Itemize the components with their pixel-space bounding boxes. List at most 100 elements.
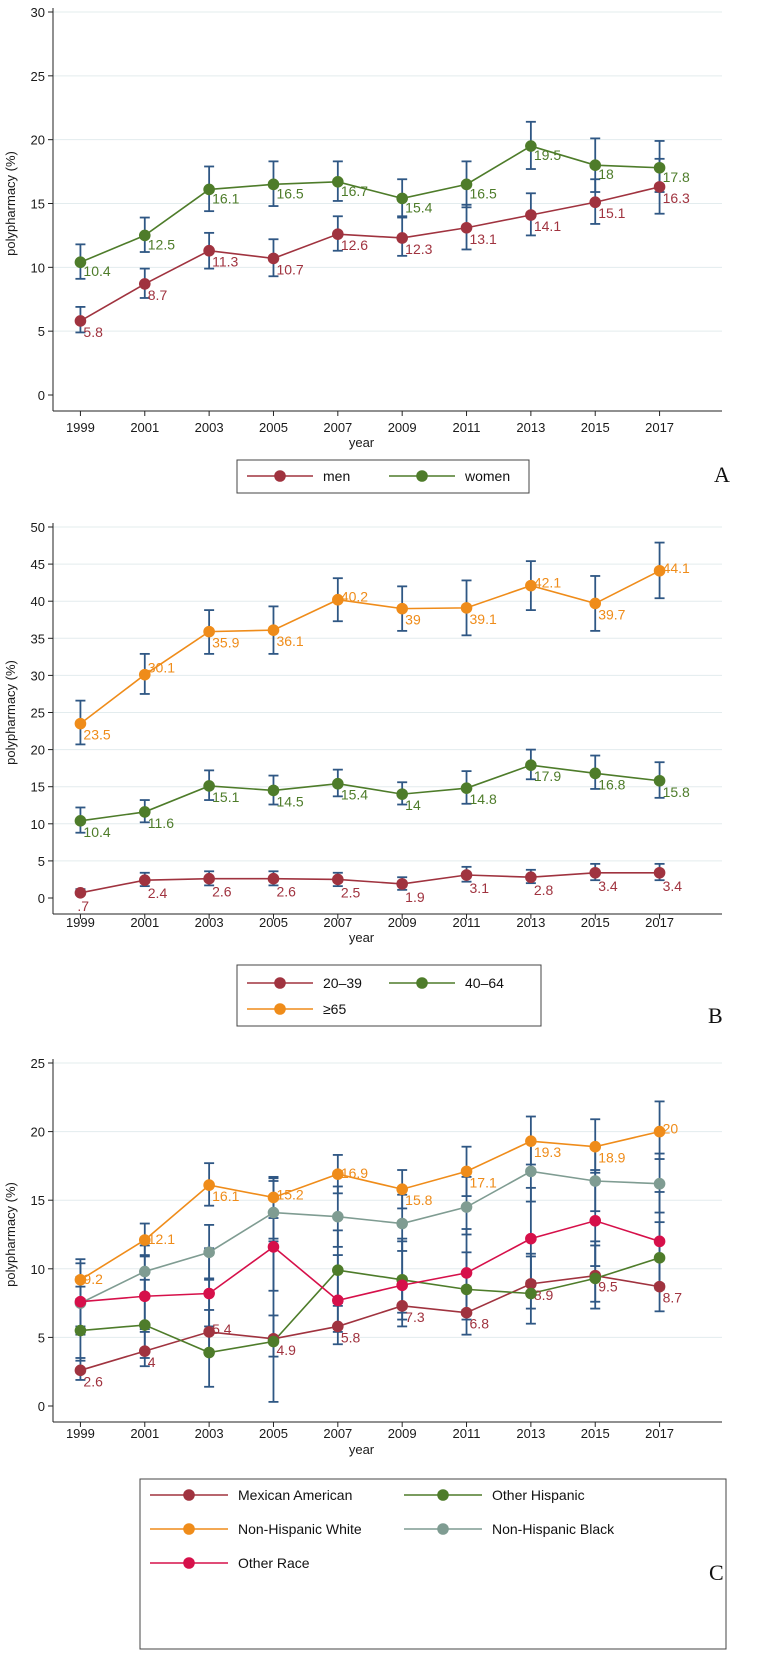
panel-a-women-data-label: 16.5 [470, 185, 497, 201]
panel-a-x-axis-title: year [349, 435, 375, 450]
panel-c-legend-non-hispanic-white-label: Non-Hispanic White [238, 1521, 362, 1537]
panel-b-40-64-data-label: 14.8 [470, 791, 497, 807]
panel-b-y-axis-title: polypharmacy (%) [3, 660, 18, 765]
panel-c-non-hispanic-black-point [138, 1265, 151, 1278]
panel-c-chart: 0 5 10 15 20 25 1999 2001 2003 2005 2007 2009 2011 20… [3, 1056, 727, 1650]
panel-b-65-data-label: 23.5 [83, 727, 110, 743]
panel-a-men-point [138, 278, 151, 290]
panel-a-x-tick-label: 2001 [130, 420, 159, 435]
panel-b-y-tick-label: 20 [31, 743, 45, 758]
panel-a-y-tick-label: 0 [38, 388, 45, 403]
panel-c-non-hispanic-white-data-label: 19.3 [534, 1144, 561, 1160]
panel-c-non-hispanic-white-point [74, 1273, 87, 1286]
panel-c-non-hispanic-black-point [396, 1217, 408, 1230]
panel-c-other-hispanic-point [203, 1346, 215, 1359]
panel-a-men-data-label: 12.6 [341, 237, 368, 253]
panel-b-x-tick-label: 2011 [453, 915, 481, 930]
panel-a-women-point [267, 178, 280, 191]
panel-b-legend-65-marker [274, 1003, 286, 1015]
panel-b-y-tick-label: 30 [31, 668, 45, 683]
panel-b-x-tick-label: 2007 [323, 915, 352, 930]
panel-c-x-axis-title: year [349, 1442, 375, 1457]
panel-c-legend-box [139, 1478, 727, 1650]
panel-c-y-tick-label: 20 [31, 1125, 45, 1140]
panel-c-mexican-american-point [203, 1326, 215, 1338]
panel-a-women-point [74, 256, 87, 269]
panel-c-non-hispanic-white-data-label: 15.8 [405, 1192, 432, 1208]
panel-a-x-tick-label: 2003 [195, 420, 224, 435]
panel-c-other-hispanic-point [138, 1319, 151, 1331]
panel-a-x-tick-label: 2013 [516, 420, 545, 435]
panel-a-women-line [80, 145, 660, 263]
panel-b-20-39-point [138, 874, 151, 886]
panel-c-legend-non-hispanic-black-label: Non-Hispanic Black [492, 1521, 615, 1537]
panel-a-women-point [653, 161, 666, 174]
panel-a-men-line [80, 186, 660, 322]
panel-b-65-point [74, 717, 87, 730]
panel-c-legend-non-hispanic-black-marker [437, 1523, 449, 1535]
panel-c-mexican-american-point [460, 1306, 473, 1319]
panel-b-legend-40-64-marker [416, 977, 428, 989]
panel-b-65-point [138, 668, 151, 681]
panel-c-x-tick-label: 2007 [323, 1426, 352, 1441]
panel-a-men-data-label: 16.3 [663, 190, 690, 206]
panel-c-other-race-point [74, 1295, 87, 1308]
panel-b-20-39-point [589, 866, 602, 879]
panel-c-mexican-american-data-label: 5.4 [212, 1321, 232, 1337]
panel-a-women-data-label: 16.7 [341, 183, 368, 199]
panel-b-40-64-data-label: 17.9 [534, 768, 561, 784]
panel-a-women-data-label: 10.4 [83, 263, 110, 279]
panel-b-20-39-point [203, 872, 215, 885]
panel-a-women-point [203, 183, 215, 196]
panel-c-non-hispanic-white-data-label: 12.1 [148, 1231, 175, 1247]
panel-a-men-data-label: 10.7 [276, 261, 303, 277]
panel-a-x-tick-label: 2011 [453, 420, 481, 435]
panel-c-legend-other-race-label: Other Race [238, 1555, 310, 1571]
panel-b-65-data-label: 35.9 [212, 635, 239, 651]
panel-c-non-hispanic-white-point [589, 1140, 602, 1153]
panel-a-x-tick-label: 2017 [645, 420, 674, 435]
panel-b-40-64-data-label: 14 [405, 797, 421, 813]
panel-c-mexican-american-data-label: 8.9 [534, 1287, 554, 1303]
panel-b-20-39-point [460, 869, 473, 881]
panel-c-other-hispanic-line [80, 1257, 660, 1354]
panel-b-x-tick-label: 2001 [130, 915, 159, 930]
panel-b-y-tick-label: 5 [38, 854, 45, 869]
panel-b-40-64-point [525, 759, 537, 771]
panel-c-non-hispanic-black-point [267, 1206, 280, 1219]
panel-a-y-tick-label: 10 [31, 260, 45, 275]
panel-c-non-hispanic-black-point [203, 1246, 215, 1259]
panel-b-65-line [79, 570, 660, 725]
panel-c-other-race-point [396, 1279, 408, 1292]
panel-c-non-hispanic-white-data-label: 16.9 [341, 1165, 368, 1181]
panel-c-x-tick-label: 2003 [195, 1426, 224, 1441]
panel-a-legend-women-label: women [464, 468, 510, 484]
panel-c-non-hispanic-white-point [396, 1183, 408, 1196]
panel-c-non-hispanic-white-point [460, 1165, 473, 1178]
panel-b-40-64-point [203, 780, 215, 792]
panel-b-y-tick-label: 40 [31, 594, 45, 609]
panel-c-other-race-point [525, 1232, 537, 1245]
panel-c-mexican-american-data-label: 9.5 [598, 1279, 618, 1295]
panel-c-mexican-american-data-label: 7.3 [405, 1309, 425, 1325]
panel-a-men-point [525, 209, 537, 221]
panel-b-40-64-point [460, 782, 473, 794]
panel-b-chart: 0 5 10 15 20 25 30 35 40 45 50 1999 2001 2003 2005 2007… [3, 520, 723, 1028]
panel-b-40-64-point [267, 784, 280, 797]
panel-c-y-tick-label: 0 [38, 1399, 45, 1414]
panel-c-mexican-american-data-label: 4.9 [276, 1342, 296, 1358]
panel-b-y-tick-label: 0 [38, 891, 45, 906]
panel-b-20-39-point [74, 887, 87, 899]
panel-c-non-hispanic-white-data-label: 16.1 [212, 1188, 239, 1204]
panel-b-65-point [396, 602, 408, 615]
panel-c-non-hispanic-black-line [80, 1170, 660, 1304]
panel-b-letter: B [708, 1003, 723, 1028]
panel-b-x-tick-label: 2017 [645, 915, 674, 930]
panel-b-65-data-label: 40.2 [341, 589, 368, 605]
panel-b-y-tick-label: 15 [31, 780, 45, 795]
panel-a-legend-men-marker [274, 470, 286, 482]
panel-b-20-39-data-label: 3.1 [470, 880, 490, 896]
panel-b-20-39-line [80, 871, 660, 894]
panel-c-non-hispanic-black-point [332, 1210, 344, 1223]
panel-b-40-64-point [138, 806, 151, 818]
